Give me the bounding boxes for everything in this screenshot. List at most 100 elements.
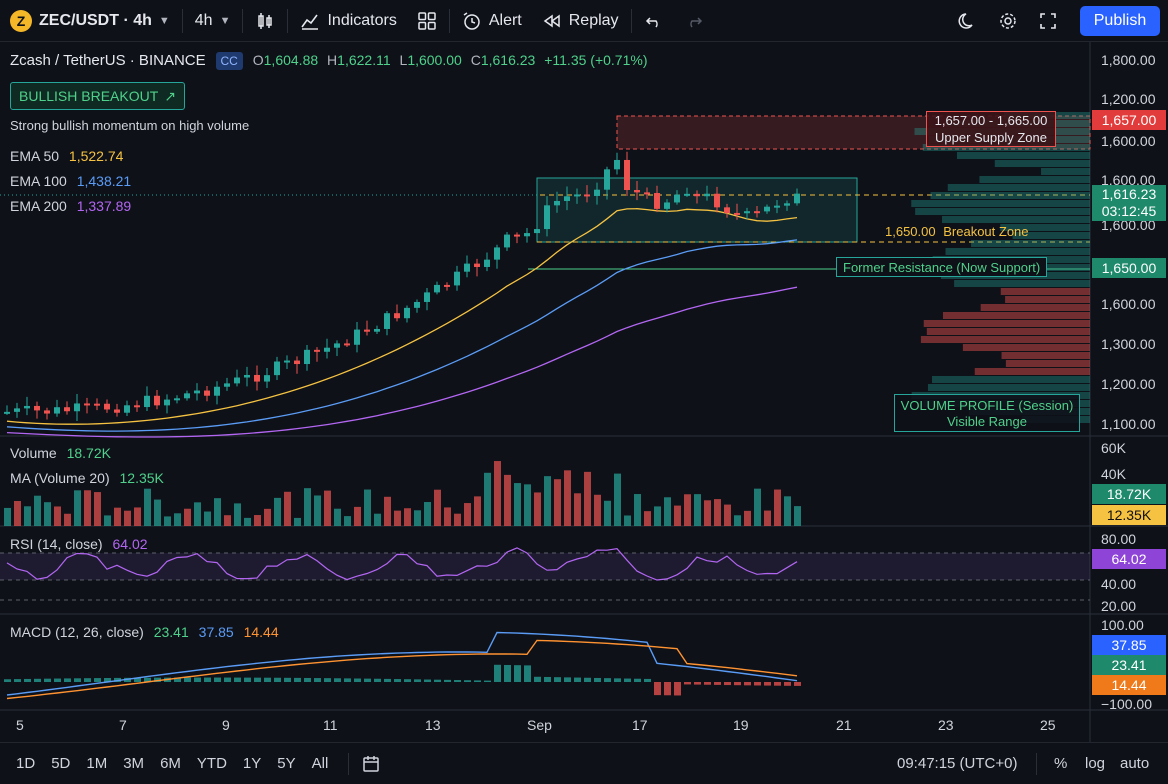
badge-text: BULLISH BREAKOUT [19,88,159,104]
candle-body [644,192,650,195]
alert-button[interactable]: Alert [452,0,532,42]
macd-line-value: 37.85 [198,624,234,640]
auto-toggle[interactable]: auto [1120,755,1150,772]
symbol-selector[interactable]: Z ZEC/USDT · 4h ▼ [0,0,180,42]
range-ytd[interactable]: YTD [196,755,227,772]
volume-bar [674,505,681,526]
volume-bar [464,503,471,526]
candle-body [44,410,50,414]
ema-50-value: 1,522.74 [68,148,124,164]
macd-hist-bar [454,680,461,682]
indicators-button[interactable]: Indicators [290,0,406,42]
candle-body [704,193,710,197]
volume-bar [564,470,571,526]
candle-body [134,405,140,408]
redo-button[interactable] [674,0,714,42]
candle-body [544,205,550,230]
macd-signal-value: 14.44 [243,624,279,640]
settings-button[interactable] [988,0,1028,42]
candle-body [314,349,320,352]
clock[interactable]: 09:47:15 (UTC+0) [897,755,1018,772]
undo-button[interactable] [634,0,674,42]
supply-range: 1,657.00 - 1,665.00 [934,113,1048,128]
macd-hist-bar [314,678,321,682]
macd-hist-tag: 23.41 [1092,655,1166,675]
layouts-button[interactable] [407,0,447,42]
volume-value: 18.72K [66,445,111,461]
range-1d[interactable]: 1D [16,755,36,772]
range-5y[interactable]: 5Y [277,755,296,772]
candle-body [554,200,560,206]
macd-hist-bar [744,682,751,686]
volume-bar [424,502,431,526]
macd-hist-bar [264,677,271,682]
candle-body [634,190,640,193]
publish-button[interactable]: Publish [1080,6,1160,36]
percent-toggle[interactable]: % [1054,755,1068,772]
support-price-tag: 1,650.00 [1092,258,1166,278]
replay-button[interactable]: Replay [532,0,629,42]
volume-axis-label: 60K [1101,440,1126,456]
volume-bar [754,488,761,526]
volume-profile-bar [979,176,1090,183]
candles-icon [258,12,273,29]
macd-hist-bar [254,677,261,682]
candle-body [334,343,340,348]
range-5d[interactable]: 5D [51,755,71,772]
volume-bar [404,508,411,526]
volume-axis-label: 40K [1101,466,1126,482]
chart-type-button[interactable] [245,0,285,42]
macd-hist-bar [504,664,511,682]
macd-hist-bar [354,678,361,682]
macd-hist-bar [444,679,451,682]
volume-bar [174,513,181,526]
macd-hist-bar [654,682,661,696]
range-6m[interactable]: 6M [160,755,181,772]
time-axis-label: 11 [323,717,338,733]
macd-hist-bar [404,679,411,682]
volume-bar [794,506,801,526]
volume-bar [284,491,291,526]
last-price: 1,616.23 [1101,186,1157,202]
volume-bars [4,461,801,526]
macd-hist-bar [384,678,391,682]
candle-body [224,383,230,387]
macd-hist-bar [364,678,371,682]
range-1y[interactable]: 1Y [242,755,262,772]
volume-tag: 18.72K [1092,484,1166,504]
volume-bar [64,513,71,526]
time-axis-label: 13 [425,717,441,733]
macd-hist-bar [684,682,691,685]
candle-body [424,292,430,302]
fullscreen-button[interactable] [1028,0,1068,42]
chart-canvas[interactable] [0,42,1168,742]
candle-body [474,263,480,267]
candle-body [594,189,600,196]
calendar-icon[interactable] [361,754,381,774]
macd-hist-value: 23.41 [153,624,189,640]
macd-hist-bar [474,680,481,682]
macd-hist-bar [704,682,711,685]
rsi-axis-label: 20.00 [1101,598,1137,614]
macd-hist-bar [394,679,401,682]
macd-hist-bar [24,678,31,682]
macd-hist-bar [244,677,251,682]
volume-profile-bar [931,376,1090,383]
candle-body [734,212,740,215]
cc-badge[interactable]: CC [215,52,243,70]
log-toggle[interactable]: log [1085,755,1106,772]
volume-bar [304,488,311,526]
volume-bar [494,461,501,526]
macd-legend: MACD (12, 26, close) 23.41 37.85 14.44 [10,624,279,640]
volume-profile-label: VOLUME PROFILE (Session) Visible Range [894,394,1080,432]
interval-selector[interactable]: 4h ▼ [185,0,241,42]
ema-lines [6,208,798,438]
candle-body [724,207,730,213]
theme-toggle[interactable] [948,0,988,42]
candle-body [444,284,450,287]
range-3m[interactable]: 3M [123,755,145,772]
range-1m[interactable]: 1M [86,755,108,772]
macd-histogram [4,664,801,696]
range-all[interactable]: All [311,755,329,772]
candle-body [4,411,10,414]
